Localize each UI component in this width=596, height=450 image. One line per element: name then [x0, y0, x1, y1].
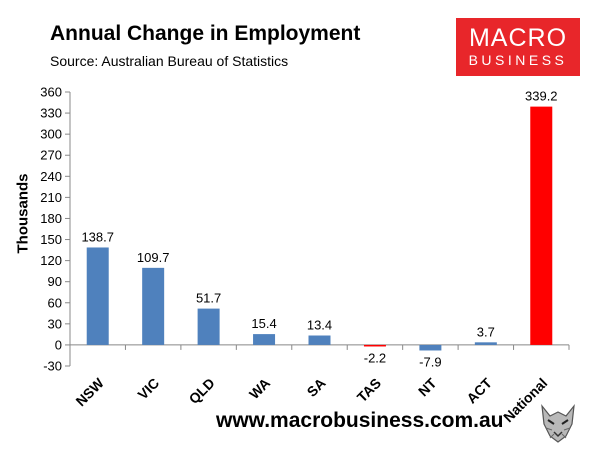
category-label-qld: QLD [186, 375, 218, 407]
logo-line-macro: MACRO [468, 24, 568, 52]
data-label-act: 3.7 [477, 324, 495, 339]
bar-wa [253, 334, 276, 345]
bar-nt [419, 344, 442, 351]
y-tick-label: 330 [40, 106, 62, 121]
y-tick-label: 180 [40, 211, 62, 226]
chart-subtitle: Source: Australian Bureau of Statistics [50, 53, 289, 69]
y-tick-label: 90 [48, 274, 62, 289]
category-label-nt: NT [415, 374, 440, 399]
bar-sa [308, 335, 331, 345]
data-label-wa: 15.4 [251, 316, 276, 331]
y-tick-label: 300 [40, 127, 62, 142]
y-tick-label: 60 [48, 295, 62, 310]
bar-national [530, 106, 553, 345]
logo-line-business: BUSINESS [468, 52, 568, 68]
y-tick-label: 150 [40, 232, 62, 247]
website-url[interactable]: www.macrobusiness.com.au [216, 409, 504, 432]
wolf-head-icon [534, 398, 582, 446]
data-label-sa: 13.4 [307, 318, 332, 333]
y-tick-label: -30 [43, 359, 62, 374]
bar-act [474, 342, 497, 345]
y-tick-label: 270 [40, 148, 62, 163]
y-tick-label: 30 [48, 316, 62, 331]
data-label-qld: 51.7 [196, 291, 221, 306]
category-label-wa: WA [246, 375, 273, 402]
data-label-vic: 109.7 [137, 250, 170, 265]
bar-nsw [86, 247, 109, 345]
chart-title: Annual Change in Employment [50, 22, 361, 45]
y-tick-label: 210 [40, 190, 62, 205]
category-label-nsw: NSW [72, 374, 107, 409]
category-label-act: ACT [463, 374, 495, 406]
y-tick-label: 360 [40, 85, 62, 100]
y-tick-label: 240 [40, 169, 62, 184]
category-label-sa: SA [304, 375, 329, 400]
data-label-nt: -7.9 [419, 354, 441, 369]
bar-qld [197, 308, 220, 345]
category-label-vic: VIC [134, 375, 162, 403]
data-label-nsw: 138.7 [81, 229, 114, 244]
data-label-tas: -2.2 [364, 350, 386, 365]
data-label-national: 339.2 [525, 89, 558, 104]
bar-tas [363, 344, 386, 347]
y-tick-label: 120 [40, 253, 62, 268]
bar-vic [142, 267, 165, 345]
macrobusiness-logo[interactable]: MACRO BUSINESS [456, 18, 580, 76]
y-tick-label: 0 [55, 337, 62, 352]
category-label-tas: TAS [354, 375, 384, 405]
